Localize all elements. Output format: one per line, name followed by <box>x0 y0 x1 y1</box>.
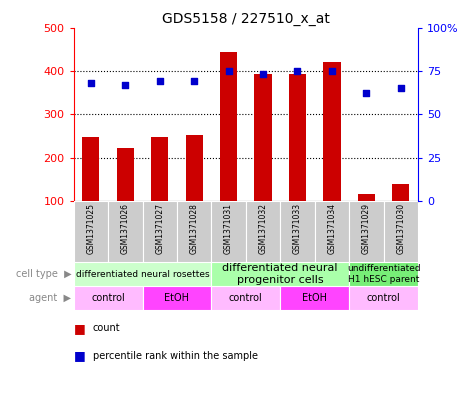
Bar <box>349 262 418 286</box>
Text: GSM1371033: GSM1371033 <box>293 203 302 254</box>
Text: GSM1371032: GSM1371032 <box>258 203 267 254</box>
Bar <box>142 201 177 262</box>
Point <box>328 68 336 74</box>
Text: differentiated neural
progenitor cells: differentiated neural progenitor cells <box>222 263 338 285</box>
Point <box>362 90 370 97</box>
Text: GSM1371030: GSM1371030 <box>396 203 405 254</box>
Text: percentile rank within the sample: percentile rank within the sample <box>93 351 257 361</box>
Bar <box>151 137 168 201</box>
Bar <box>117 148 134 201</box>
Text: GSM1371026: GSM1371026 <box>121 203 130 254</box>
Bar <box>289 74 306 201</box>
Bar <box>358 194 375 201</box>
Bar <box>349 286 418 310</box>
Text: GSM1371034: GSM1371034 <box>327 203 336 254</box>
Text: agent  ▶: agent ▶ <box>29 293 71 303</box>
Text: EtOH: EtOH <box>164 293 190 303</box>
Text: cell type  ▶: cell type ▶ <box>16 269 71 279</box>
Text: control: control <box>91 293 125 303</box>
Point <box>156 78 163 84</box>
Title: GDS5158 / 227510_x_at: GDS5158 / 227510_x_at <box>162 13 330 26</box>
Bar <box>323 62 341 201</box>
Bar <box>74 201 108 262</box>
Bar <box>392 184 409 201</box>
Text: differentiated neural rosettes: differentiated neural rosettes <box>76 270 209 279</box>
Text: undifferentiated
H1 hESC parent: undifferentiated H1 hESC parent <box>347 264 420 284</box>
Bar <box>177 201 211 262</box>
Text: GSM1371025: GSM1371025 <box>86 203 95 254</box>
Text: GSM1371029: GSM1371029 <box>362 203 371 254</box>
Text: count: count <box>93 323 120 333</box>
Bar <box>220 52 237 201</box>
Bar <box>211 262 349 286</box>
Bar <box>246 201 280 262</box>
Point <box>397 85 405 92</box>
Text: control: control <box>229 293 263 303</box>
Text: GSM1371031: GSM1371031 <box>224 203 233 254</box>
Bar <box>211 201 246 262</box>
Bar <box>186 135 203 201</box>
Point <box>190 78 198 84</box>
Text: GSM1371027: GSM1371027 <box>155 203 164 254</box>
Bar <box>280 201 314 262</box>
Text: EtOH: EtOH <box>302 293 327 303</box>
Point <box>122 82 129 88</box>
Bar <box>74 262 211 286</box>
Point <box>294 68 301 74</box>
Bar <box>280 286 349 310</box>
Bar <box>74 286 142 310</box>
Bar <box>384 201 418 262</box>
Text: ■: ■ <box>74 321 86 335</box>
Bar <box>314 201 349 262</box>
Text: ■: ■ <box>74 349 86 362</box>
Bar <box>349 201 384 262</box>
Bar <box>82 137 99 201</box>
Bar <box>211 286 280 310</box>
Text: control: control <box>367 293 400 303</box>
Bar <box>108 201 142 262</box>
Point <box>87 80 95 86</box>
Bar <box>142 286 211 310</box>
Point <box>225 68 232 74</box>
Bar <box>255 74 272 201</box>
Point <box>259 71 267 77</box>
Text: GSM1371028: GSM1371028 <box>190 203 199 254</box>
